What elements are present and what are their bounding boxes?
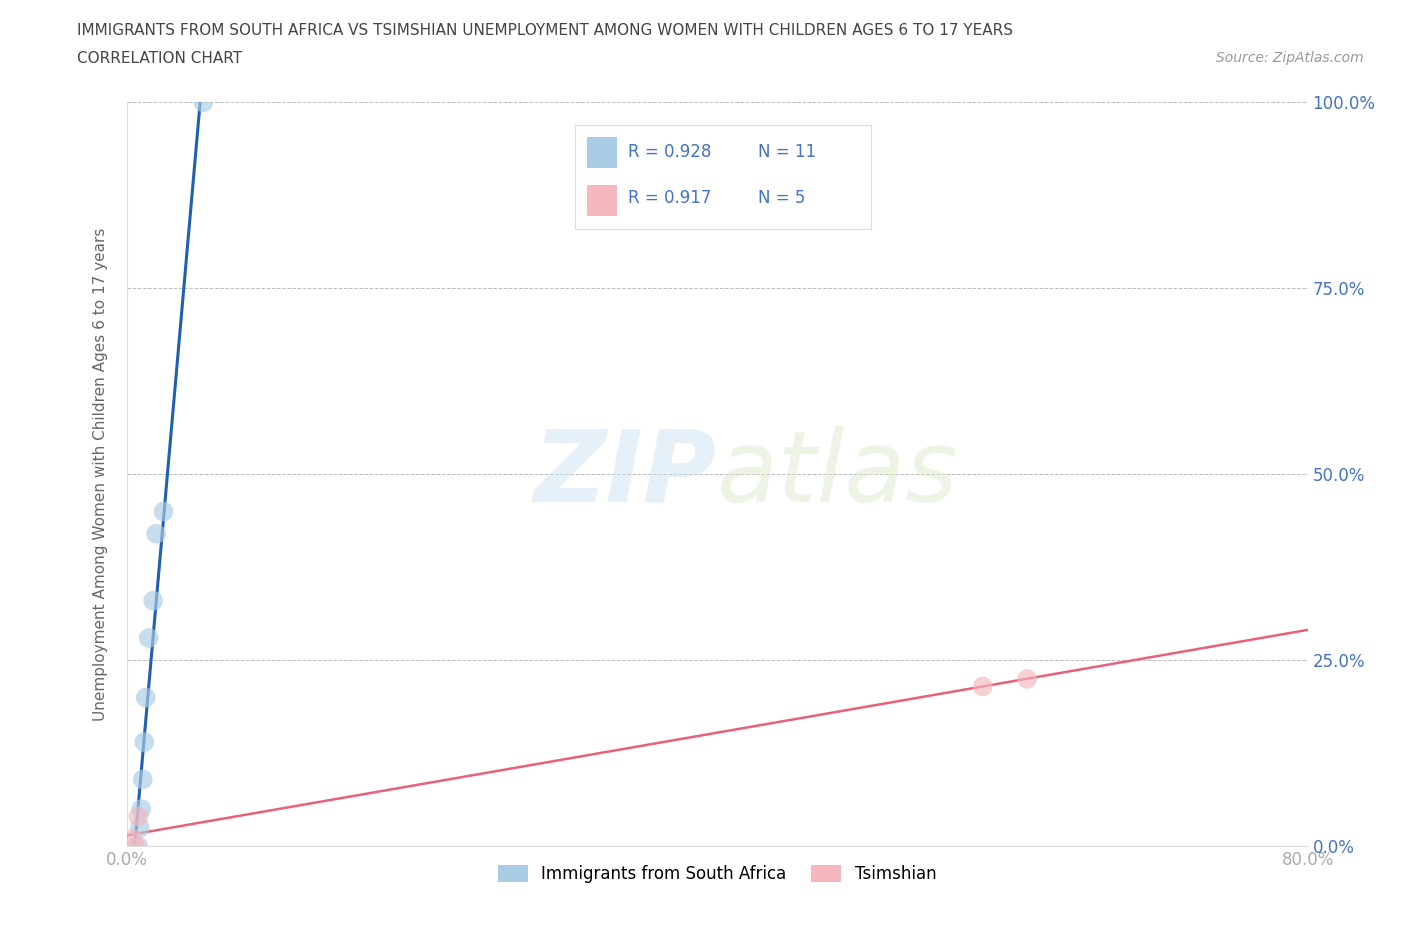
- Point: [127, 809, 149, 824]
- Point: [138, 631, 160, 645]
- Legend: Immigrants from South Africa, Tsimshian: Immigrants from South Africa, Tsimshian: [491, 858, 943, 890]
- Point: [972, 679, 994, 694]
- Text: IMMIGRANTS FROM SOUTH AFRICA VS TSIMSHIAN UNEMPLOYMENT AMONG WOMEN WITH CHILDREN: IMMIGRANTS FROM SOUTH AFRICA VS TSIMSHIA…: [77, 23, 1014, 38]
- Point: [152, 504, 174, 519]
- Point: [193, 95, 215, 110]
- Point: [142, 593, 165, 608]
- Point: [129, 802, 153, 817]
- Point: [145, 526, 167, 541]
- Point: [1017, 671, 1039, 686]
- Point: [135, 690, 157, 705]
- Point: [121, 831, 143, 846]
- Text: ZIP: ZIP: [534, 426, 717, 523]
- Text: atlas: atlas: [717, 426, 959, 523]
- Text: CORRELATION CHART: CORRELATION CHART: [77, 51, 242, 66]
- Point: [132, 772, 155, 787]
- Y-axis label: Unemployment Among Women with Children Ages 6 to 17 years: Unemployment Among Women with Children A…: [93, 228, 108, 721]
- Point: [124, 839, 146, 854]
- Point: [128, 820, 150, 835]
- Point: [134, 735, 156, 750]
- Point: [127, 839, 149, 854]
- Text: Source: ZipAtlas.com: Source: ZipAtlas.com: [1216, 51, 1364, 65]
